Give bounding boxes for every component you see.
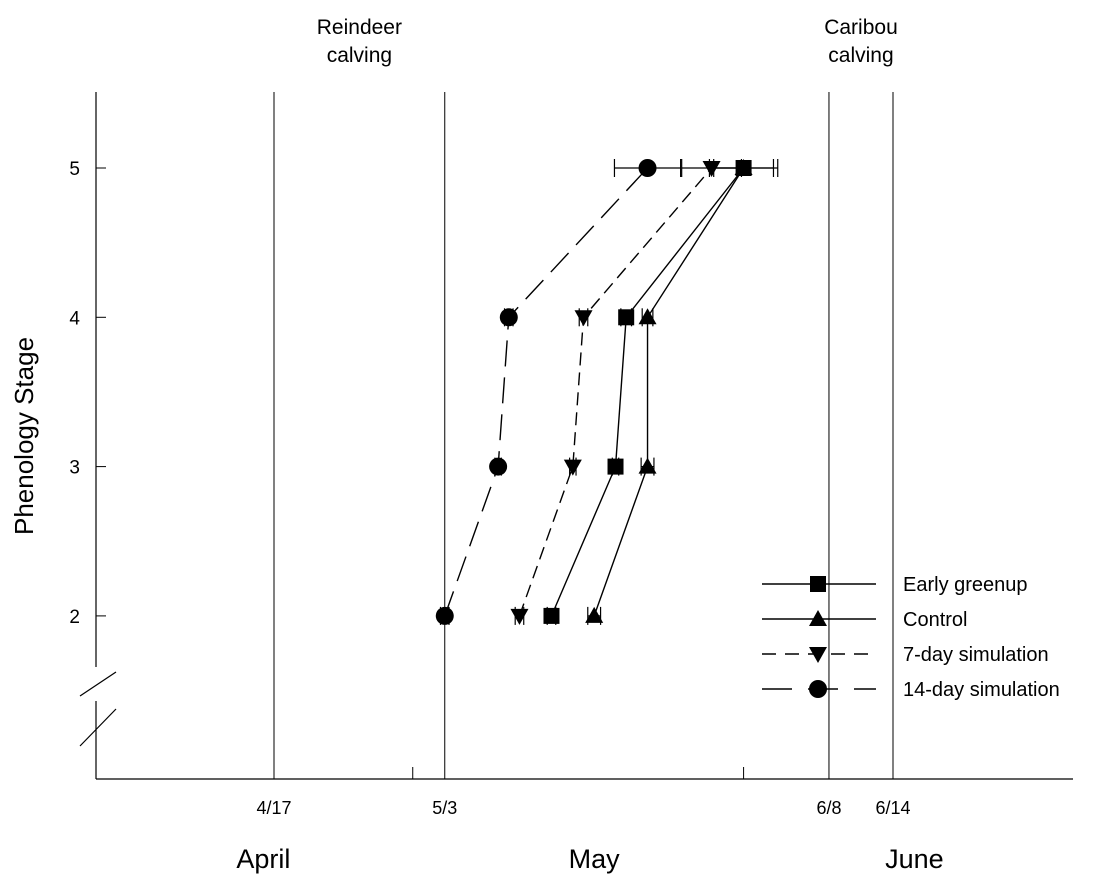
legend-label: Early greenup: [903, 574, 1028, 596]
series-line: [550, 167, 745, 617]
data-point: [499, 308, 518, 327]
annotation-text: Reindeer: [317, 16, 402, 39]
data-point: [574, 310, 593, 327]
data-point: [585, 606, 604, 623]
reference-date-label: 5/3: [432, 798, 457, 818]
y-tick-label: 4: [69, 308, 80, 329]
annotation-text: calving: [828, 44, 893, 67]
text-labels: 4/175/36/86/1402345Phenology StageAprilM…: [9, 16, 944, 874]
month-label: April: [236, 844, 290, 874]
annotation-text: calving: [327, 44, 392, 67]
data-point: [510, 608, 529, 625]
series-control: [585, 159, 775, 625]
data-point: [563, 459, 582, 476]
legend-label: Control: [903, 609, 967, 631]
series-early-greenup: [543, 159, 779, 625]
reference-date-label: 4/17: [256, 798, 291, 818]
series-line: [593, 167, 745, 617]
reference-lines: [273, 92, 894, 779]
data-point: [734, 159, 753, 175]
month-label: May: [569, 844, 621, 874]
month-label: June: [885, 844, 944, 874]
series-group: [435, 159, 779, 625]
legend-marker: [809, 680, 827, 698]
data-point: [638, 457, 657, 474]
legend-label: 14-day simulation: [903, 679, 1060, 701]
series-14-day-simulation: [435, 159, 682, 625]
reference-date-label: 6/14: [875, 798, 910, 818]
y-tick-label: 3: [69, 458, 80, 479]
series-line: [518, 167, 713, 617]
legend-marker: [810, 576, 826, 592]
legend: Early greenup Control 7-day simulation 14-d…: [762, 574, 1060, 701]
data-point: [638, 159, 657, 177]
data-point: [618, 309, 635, 326]
annotation-text: Caribou: [824, 16, 898, 39]
data-point: [638, 308, 657, 325]
y-axis-label: Phenology Stage: [9, 337, 39, 535]
axes: [79, 92, 1073, 780]
data-point: [435, 606, 454, 625]
axis-break-mark-lower: [79, 708, 117, 747]
axis-break-mark-upper: [79, 671, 117, 697]
data-point: [607, 458, 624, 475]
data-point: [543, 607, 560, 624]
y-tick-label: 2: [69, 607, 80, 628]
legend-marker: [809, 647, 827, 663]
data-point: [489, 457, 508, 476]
reference-date-label: 6/8: [816, 798, 841, 818]
legend-marker: [809, 610, 827, 626]
series-line: [444, 167, 649, 617]
legend-label: 7-day simulation: [903, 644, 1049, 666]
series-7-day-simulation: [510, 159, 743, 625]
y-tick-label: 5: [69, 159, 80, 180]
data-point: [702, 161, 721, 177]
